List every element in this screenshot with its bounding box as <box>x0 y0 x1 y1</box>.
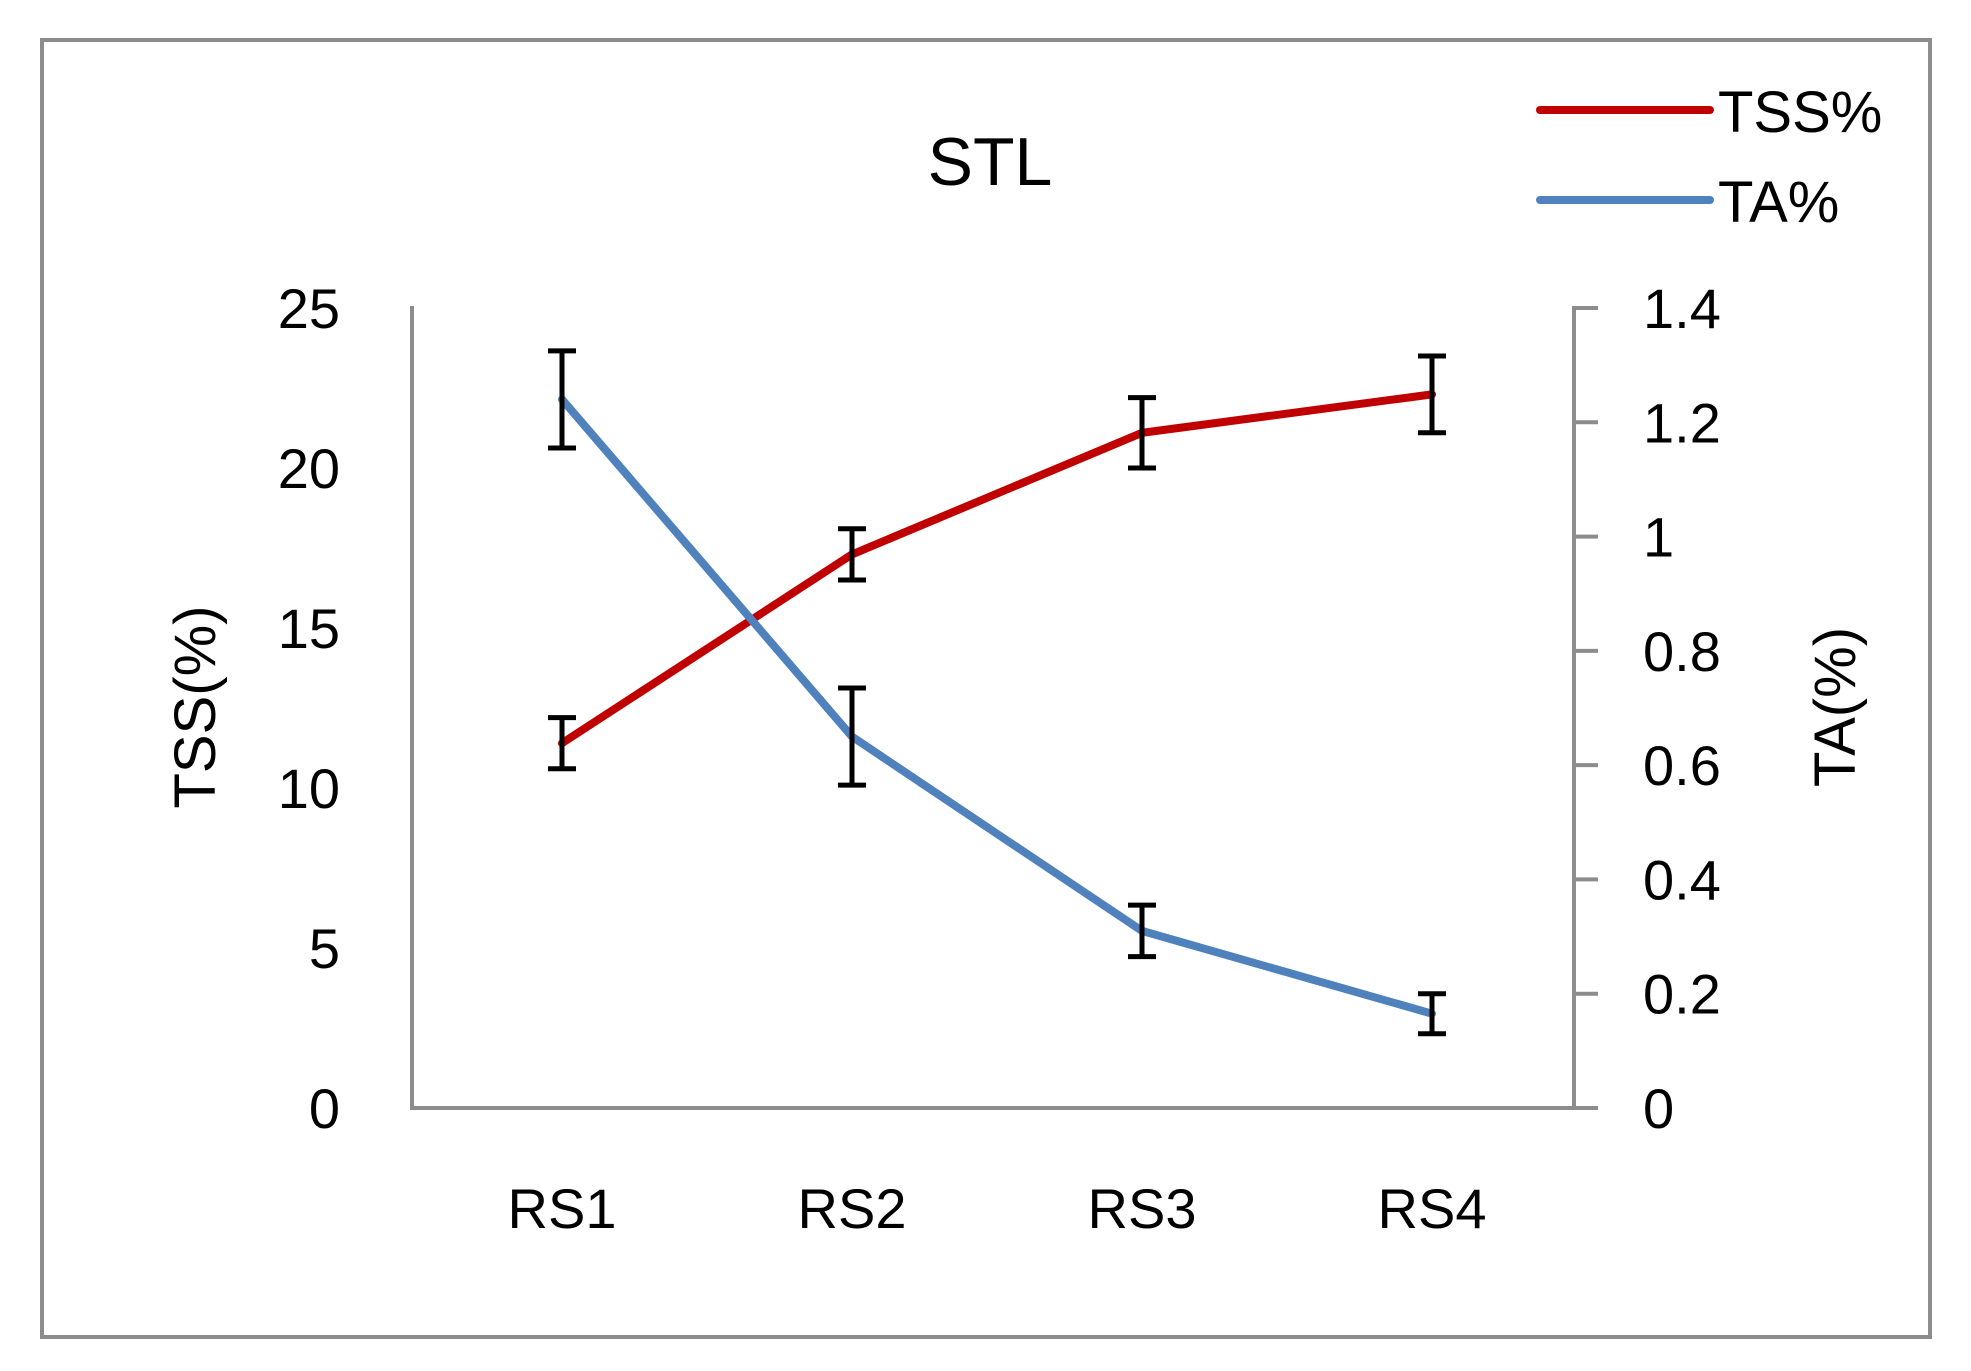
series-line-ta <box>558 395 1436 1018</box>
right-y-tick-label: 0 <box>1643 1077 1674 1140</box>
right-y-tick-label: 0.4 <box>1643 848 1721 911</box>
error-bar <box>1128 902 1156 960</box>
left-y-tick-label: 10 <box>278 757 340 820</box>
error-bar <box>838 685 866 788</box>
x-tick-labels: RS1 RS2 RS3 RS4 <box>508 1177 1487 1240</box>
error-bar <box>548 348 576 451</box>
x-tick-label: RS4 <box>1378 1177 1487 1240</box>
left-y-tick-label: 25 <box>278 277 340 340</box>
right-y-tick-label: 1.2 <box>1643 391 1721 454</box>
series-line-tss <box>558 390 1436 748</box>
chart-title: STL <box>928 124 1053 200</box>
chart-frame <box>40 38 1932 1339</box>
left-y-ticks: 0 5 10 15 20 25 <box>278 277 340 1140</box>
right-y-tick-label: 0.6 <box>1643 734 1721 797</box>
left-y-tick-label: 20 <box>278 437 340 500</box>
series-lines <box>558 390 1436 1018</box>
right-y-axis-title: TA(%) <box>1803 627 1868 787</box>
right-y-tick-label: 1.4 <box>1643 277 1721 340</box>
x-tick-label: RS3 <box>1088 1177 1197 1240</box>
legend: TSS% TA% <box>1536 80 1882 235</box>
error-bar <box>1418 353 1446 436</box>
error-bar <box>1128 395 1156 471</box>
right-y-tick-label: 1 <box>1643 506 1674 569</box>
right-y-tick-label: 0.2 <box>1643 963 1721 1026</box>
x-tick-label: RS2 <box>798 1177 907 1240</box>
error-bar <box>1418 991 1446 1037</box>
right-y-ticks: 0 0.2 0.4 0.6 0.8 1 1.2 1.4 <box>1574 277 1721 1140</box>
right-y-tick-label: 0.8 <box>1643 620 1721 683</box>
legend-label-ta: TA% <box>1718 170 1839 235</box>
error-bar <box>548 715 576 772</box>
left-y-tick-label: 0 <box>309 1077 340 1140</box>
left-y-tick-label: 15 <box>278 597 340 660</box>
left-y-axis-title: TSS(%) <box>163 606 228 809</box>
error-bars <box>548 348 1446 1037</box>
x-tick-label: RS1 <box>508 1177 617 1240</box>
legend-label-tss: TSS% <box>1718 80 1882 145</box>
error-bar <box>838 526 866 583</box>
left-y-tick-label: 5 <box>309 917 340 980</box>
